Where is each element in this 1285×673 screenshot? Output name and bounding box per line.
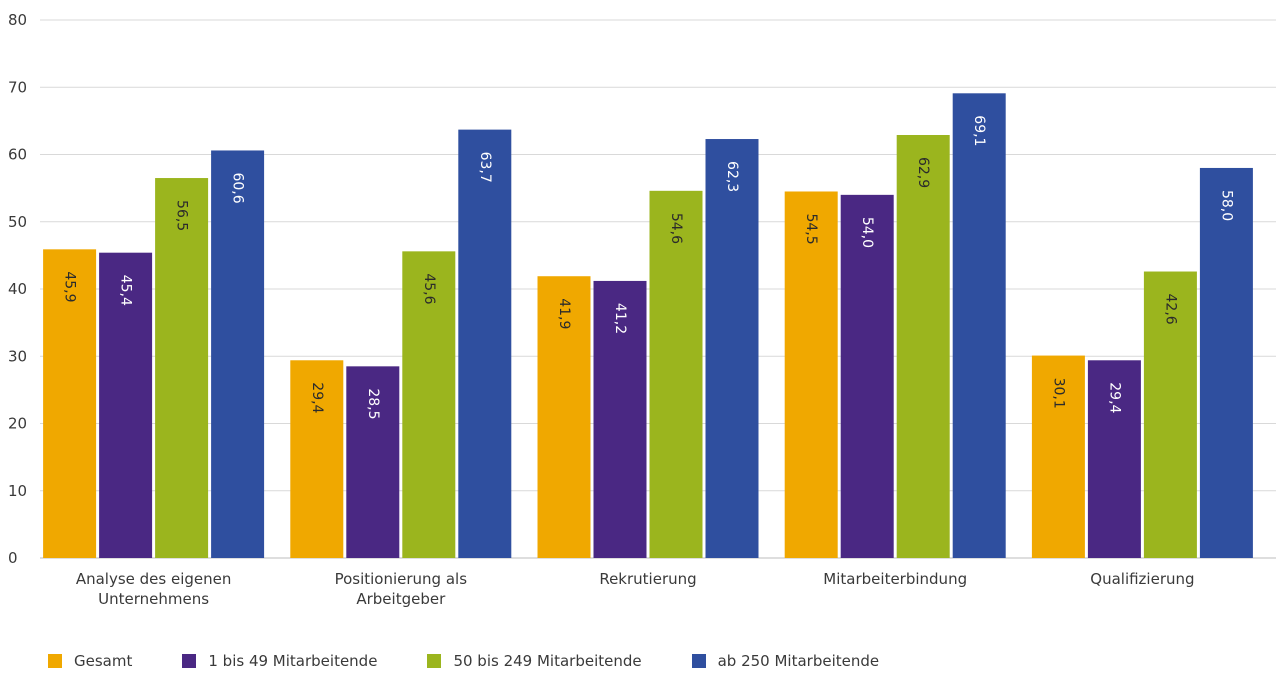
bar — [784, 191, 838, 559]
value-label: 56,5 — [174, 200, 190, 231]
bar — [1031, 355, 1085, 558]
bar — [840, 194, 894, 558]
legend-swatch — [48, 654, 62, 668]
bar — [155, 178, 209, 558]
value-label: 62,9 — [915, 157, 931, 188]
bar — [1199, 167, 1253, 558]
value-label: 30,1 — [1050, 378, 1066, 409]
bar — [211, 150, 265, 558]
x-tick-label: Arbeitgeber — [356, 590, 446, 608]
x-tick-label: Analyse des eigenen — [76, 570, 232, 588]
bar — [43, 249, 97, 558]
y-tick-label: 40 — [8, 280, 27, 298]
value-label: 29,4 — [309, 382, 325, 413]
bar — [537, 276, 591, 558]
y-tick-label: 70 — [8, 78, 27, 96]
y-tick-label: 80 — [8, 11, 27, 29]
value-label: 58,0 — [1218, 190, 1234, 221]
legend-item: 50 bis 249 Mitarbeitende — [427, 652, 642, 670]
y-tick-label: 0 — [8, 549, 18, 567]
bar — [402, 251, 456, 558]
bar — [1143, 271, 1197, 558]
value-label: 60,6 — [230, 172, 246, 203]
value-label: 54,6 — [668, 213, 684, 244]
value-label: 41,2 — [612, 303, 628, 334]
legend-swatch — [427, 654, 442, 668]
bar — [952, 93, 1006, 559]
bar — [458, 129, 512, 558]
legend-label: 1 bis 49 Mitarbeitende — [208, 652, 378, 670]
legend-label: Gesamt — [74, 652, 133, 670]
legend-item: Gesamt — [48, 652, 132, 670]
legend-label: ab 250 Mitarbeitende — [717, 652, 880, 670]
bar-chart: 0 10 20 30 40 50 60 70 80 45,9 45,4 56,5 60,6 Analyse… — [8, 11, 1276, 608]
x-tick-label: Unternehmens — [98, 590, 209, 608]
value-label: 45,9 — [62, 271, 78, 302]
value-label: 69,1 — [971, 115, 987, 146]
value-label: 54,5 — [803, 213, 819, 244]
bar — [290, 360, 344, 558]
x-tick-label: Rekrutierung — [599, 570, 696, 588]
bar — [346, 366, 400, 558]
legend-swatch — [691, 654, 706, 668]
y-tick-label: 30 — [8, 347, 27, 365]
value-label: 45,6 — [421, 273, 437, 304]
value-label: 54,0 — [859, 217, 875, 248]
legend: Gesamt 1 bis 49 Mitarbeitende 50 bis 249 M… — [48, 652, 929, 670]
legend-label: 50 bis 249 Mitarbeitende — [453, 652, 642, 670]
x-tick-label: Mitarbeiterbindung — [823, 570, 967, 588]
legend-item: ab 250 Mitarbeitende — [691, 652, 880, 670]
y-tick-label: 20 — [8, 415, 27, 433]
bar — [593, 280, 647, 558]
x-tick-label: Qualifizierung — [1090, 570, 1194, 588]
legend-swatch — [182, 654, 197, 668]
y-tick-label: 60 — [8, 146, 27, 164]
value-label: 62,3 — [724, 161, 740, 192]
value-label: 42,6 — [1162, 294, 1178, 325]
bar — [99, 252, 153, 558]
value-label: 28,5 — [365, 388, 381, 419]
bar — [649, 190, 703, 558]
value-label: 41,9 — [556, 298, 572, 329]
value-label: 63,7 — [477, 152, 493, 183]
x-tick-label: Positionierung als — [335, 570, 468, 588]
legend-item: 1 bis 49 Mitarbeitende — [182, 652, 377, 670]
bar — [1087, 360, 1141, 558]
bar — [705, 139, 759, 558]
y-tick-label: 10 — [8, 482, 27, 500]
value-label: 45,4 — [118, 275, 134, 306]
bar — [896, 134, 950, 558]
value-label: 29,4 — [1106, 382, 1122, 413]
y-tick-label: 50 — [8, 213, 27, 231]
